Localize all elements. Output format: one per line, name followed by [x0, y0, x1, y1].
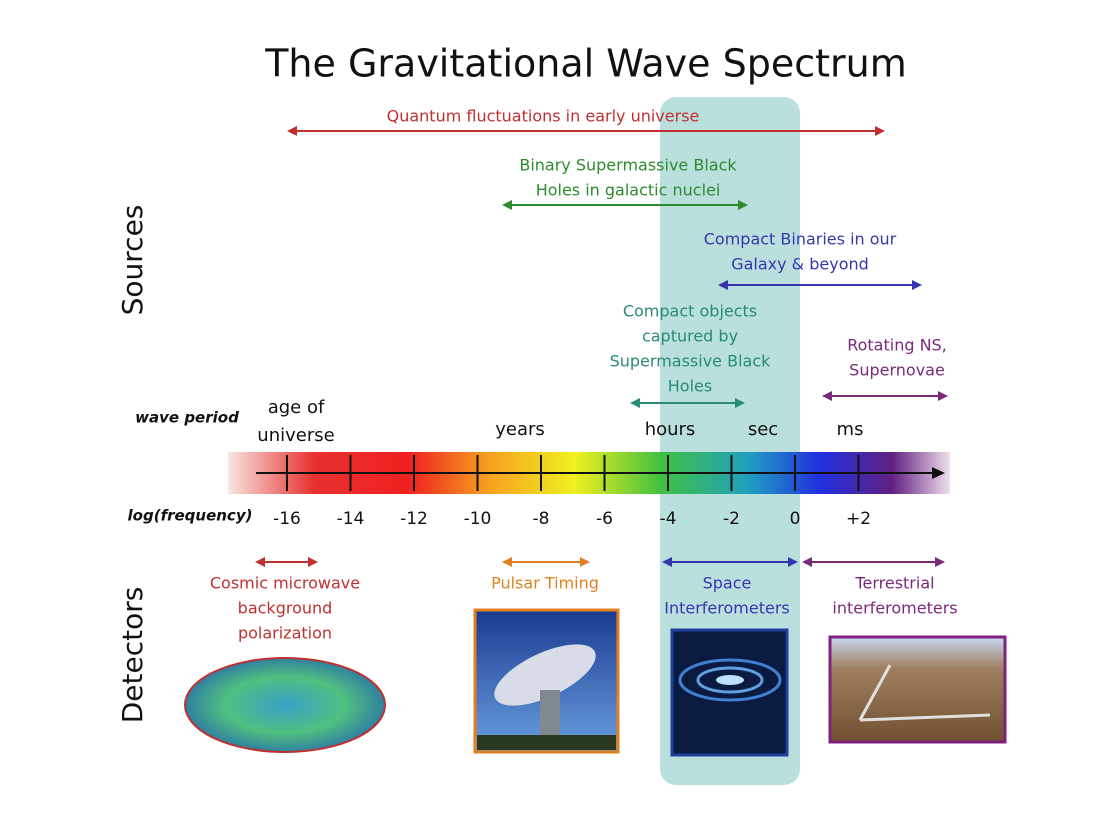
detector-label: polarization: [238, 624, 332, 643]
period-label: hours: [645, 419, 696, 440]
frequency-label: log(frequency): [128, 507, 253, 525]
detector-label: interferometers: [832, 599, 957, 618]
source-label: Holes: [668, 377, 712, 396]
axis-arrow: [932, 467, 945, 479]
tick-label: -6: [596, 509, 613, 529]
detector-label: Interferometers: [664, 599, 790, 618]
pulsar-picture: [473, 608, 620, 754]
sources-label: Sources: [116, 205, 149, 316]
detector-label: Cosmic microwave: [210, 574, 360, 593]
tick-label: -16: [273, 509, 301, 529]
arrow-head: [935, 557, 945, 567]
source-label: Galaxy & beyond: [731, 255, 869, 274]
tick-label: +2: [846, 509, 871, 529]
tick-label: 0: [790, 509, 801, 529]
tick-label: -2: [723, 509, 740, 529]
arrow-head: [802, 557, 812, 567]
arm: [859, 713, 991, 722]
detector-label: Terrestrial: [854, 574, 934, 593]
tick-label: -4: [660, 509, 677, 529]
ground: [477, 735, 616, 750]
arrow-head: [822, 391, 832, 401]
arrow-head: [502, 557, 512, 567]
arrow-head: [287, 126, 297, 136]
tick-label: -14: [337, 509, 365, 529]
source-label: Quantum fluctuations in early universe: [387, 107, 700, 126]
wave-ring: [678, 658, 782, 702]
detector-label: Pulsar Timing: [491, 574, 599, 593]
tick-label: -12: [400, 509, 428, 529]
tick-label: -10: [464, 509, 492, 529]
source-label: Supernovae: [849, 361, 945, 380]
arrow-head: [788, 557, 798, 567]
arrow-head: [630, 398, 640, 408]
source-label: Holes in galactic nuclei: [536, 181, 721, 200]
terrestrial-picture: [828, 635, 1007, 744]
wave-ring: [696, 666, 764, 694]
wave-core: [716, 675, 744, 685]
arrow-head: [662, 557, 672, 567]
period-label: sec: [748, 419, 778, 440]
source-label: Compact Binaries in our: [704, 230, 897, 249]
arrow-head: [912, 280, 922, 290]
title: The Gravitational Wave Spectrum: [264, 42, 907, 86]
tick-label: -8: [533, 509, 550, 529]
detector-label: background: [238, 599, 333, 618]
terrestrial-frame: [828, 635, 1007, 744]
arrow-head: [875, 126, 885, 136]
space-picture: [670, 628, 789, 757]
source-label: captured by: [642, 327, 738, 346]
cmb-map: [184, 657, 386, 753]
arm: [858, 664, 892, 721]
source-label: Binary Supermassive Black: [519, 156, 737, 175]
source-label: Rotating NS,: [847, 336, 947, 355]
arrow-head: [308, 557, 318, 567]
source-label: Compact objects: [623, 302, 757, 321]
arrow-head: [718, 280, 728, 290]
detector-label: Space: [703, 574, 752, 593]
arrow-head: [580, 557, 590, 567]
period-label: ms: [837, 419, 864, 440]
period-label: universe: [257, 425, 334, 446]
dish-stand: [540, 690, 560, 740]
arrow-head: [255, 557, 265, 567]
arrow-head: [502, 200, 512, 210]
arrow-head: [938, 391, 948, 401]
arrow-head: [735, 398, 745, 408]
detectors-label: Detectors: [116, 587, 149, 724]
period-label: age of: [268, 397, 325, 418]
space-band: [660, 97, 800, 785]
wave-period-label: wave period: [135, 409, 239, 427]
dish: [494, 644, 596, 706]
arrow-head: [738, 200, 748, 210]
source-label: Supermassive Black: [610, 352, 772, 371]
period-label: years: [495, 419, 545, 440]
